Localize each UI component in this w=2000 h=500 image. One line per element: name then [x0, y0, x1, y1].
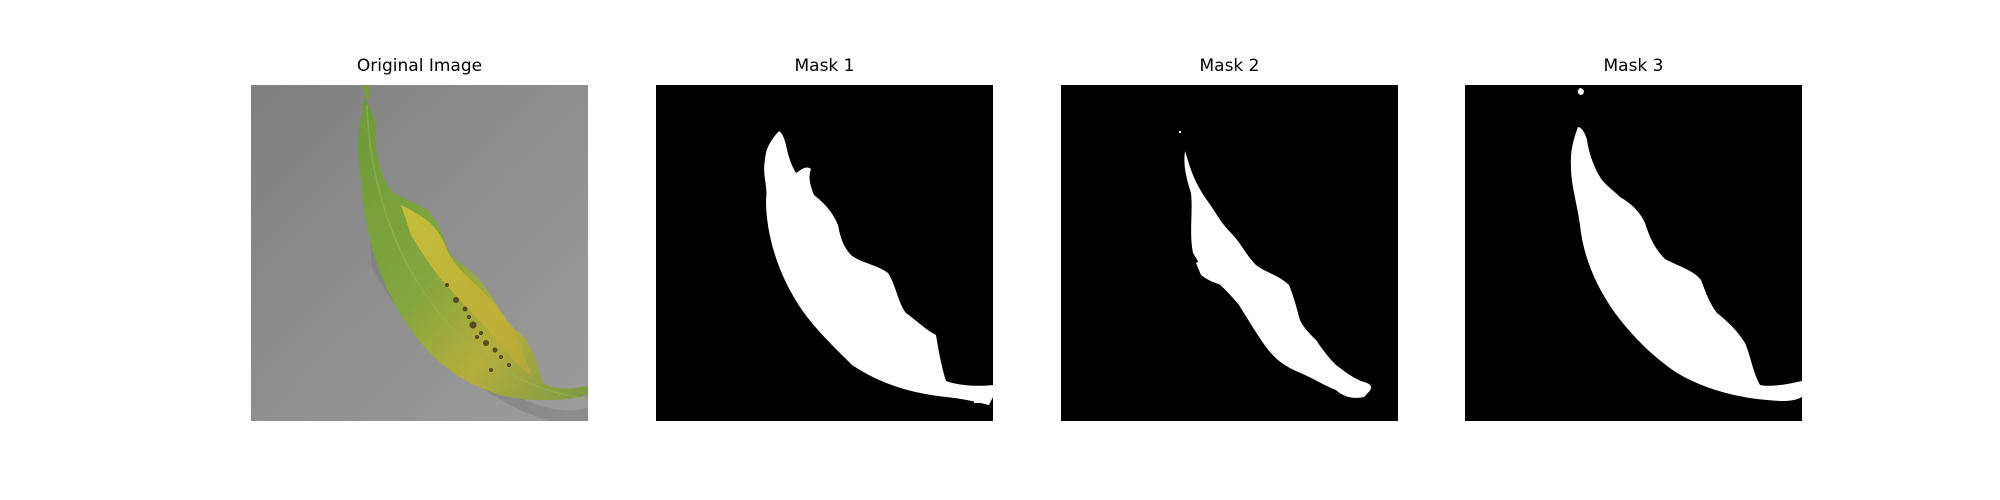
panel-mask-1: Mask 1: [656, 56, 993, 421]
mask-3-image: [1465, 85, 1802, 421]
original-image: [251, 85, 588, 421]
panel-mask-2: Mask 2: [1061, 56, 1398, 421]
panel-original-image: Original Image: [251, 56, 588, 421]
panel-title-mask-2: Mask 2: [1199, 56, 1260, 76]
panel-title-mask-1: Mask 1: [794, 56, 855, 76]
panel-mask-3: Mask 3: [1465, 56, 1802, 421]
panel-title-mask-3: Mask 3: [1603, 56, 1664, 76]
panel-title-original-image: Original Image: [356, 56, 483, 76]
mask-1-image: [656, 85, 993, 421]
mask-2-image: [1061, 85, 1398, 421]
